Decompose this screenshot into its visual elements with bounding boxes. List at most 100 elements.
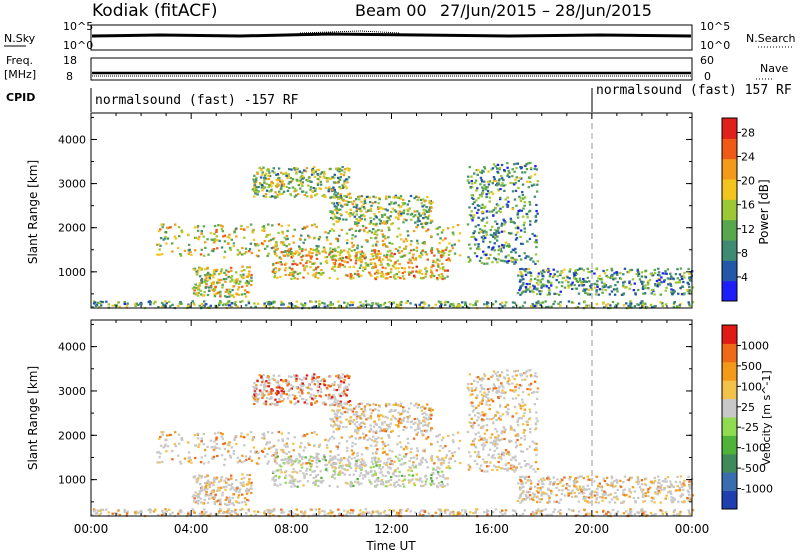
- velocity-data-cell: [333, 421, 335, 423]
- power-data-cell: [439, 276, 441, 278]
- power-data-cell: [447, 257, 449, 259]
- power-data-cell: [546, 285, 548, 287]
- velocity-data-cell: [412, 461, 414, 463]
- velocity-data-cell: [388, 466, 390, 468]
- velocity-data-cell: [511, 468, 513, 470]
- power-data-cell: [204, 247, 206, 249]
- velocity-data-cell: [402, 429, 404, 431]
- power-data-cell: [164, 300, 166, 302]
- velocity-data-cell: [365, 447, 367, 449]
- power-data-cell: [264, 240, 266, 242]
- velocity-data-cell: [355, 470, 357, 472]
- power-data-cell: [497, 253, 499, 255]
- power-data-cell: [689, 279, 691, 281]
- power-data-cell: [503, 244, 505, 246]
- velocity-data-cell: [395, 456, 397, 458]
- power-data-cell: [405, 302, 407, 304]
- power-data-cell: [358, 275, 360, 277]
- power-data-cell: [299, 272, 301, 274]
- velocity-data-cell: [371, 475, 373, 477]
- power-y-label: Slant Range [km]: [26, 160, 40, 264]
- power-data-cell: [202, 305, 204, 307]
- power-data-cell: [253, 302, 255, 304]
- power-data-cell: [273, 167, 275, 169]
- power-data-cell: [192, 287, 194, 289]
- power-data-cell: [126, 302, 128, 304]
- power-data-cell: [515, 227, 517, 229]
- velocity-data-cell: [329, 438, 331, 440]
- velocity-data-cell: [241, 501, 243, 503]
- velocity-data-cell: [480, 384, 482, 386]
- power-data-cell: [471, 210, 473, 212]
- velocity-data-cell: [471, 427, 473, 429]
- power-data-cell: [280, 172, 282, 174]
- velocity-data-cell: [322, 458, 324, 460]
- velocity-data-cell: [184, 457, 186, 459]
- velocity-data-cell: [417, 406, 419, 408]
- power-data-cell: [604, 289, 606, 291]
- power-data-cell: [346, 275, 348, 277]
- velocity-data-cell: [342, 394, 344, 396]
- power-data-cell: [308, 176, 310, 178]
- power-data-cell: [314, 176, 316, 178]
- velocity-data-cell: [375, 472, 377, 474]
- velocity-data-cell: [369, 408, 371, 410]
- power-data-cell: [303, 267, 305, 269]
- power-data-cell: [520, 258, 522, 260]
- power-data-cell: [280, 258, 282, 260]
- power-data-cell: [347, 201, 349, 203]
- velocity-data-cell: [352, 452, 354, 454]
- velocity-data-cell: [524, 409, 526, 411]
- colorbar-tick-label: 8: [741, 247, 748, 260]
- velocity-data-cell: [390, 476, 392, 478]
- velocity-data-cell: [337, 459, 339, 461]
- power-data-cell: [645, 287, 647, 289]
- velocity-data-cell: [526, 448, 528, 450]
- power-data-cell: [679, 281, 681, 283]
- velocity-data-cell: [389, 426, 391, 428]
- velocity-data-cell: [305, 399, 307, 401]
- velocity-data-cell: [511, 382, 513, 384]
- power-data-cell: [241, 266, 243, 268]
- colorbar-swatch: [722, 179, 737, 200]
- power-data-cell: [578, 293, 580, 295]
- power-data-cell: [287, 173, 289, 175]
- power-data-cell: [339, 187, 341, 189]
- power-data-cell: [364, 202, 366, 204]
- power-data-cell: [362, 270, 364, 272]
- power-data-cell: [310, 248, 312, 250]
- velocity-data-cell: [535, 422, 537, 424]
- velocity-data-cell: [426, 461, 428, 463]
- power-data-cell: [278, 167, 280, 169]
- power-data-cell: [397, 267, 399, 269]
- power-data-cell: [303, 269, 305, 271]
- power-data-cell: [506, 206, 508, 208]
- power-data-cell: [473, 172, 475, 174]
- velocity-data-cell: [409, 415, 411, 417]
- velocity-data-cell: [344, 469, 346, 471]
- velocity-data-cell: [452, 455, 454, 457]
- power-data-cell: [518, 180, 520, 182]
- velocity-data-cell: [348, 456, 350, 458]
- power-data-cell: [334, 174, 336, 176]
- power-data-cell: [501, 164, 503, 166]
- y-tick-label: 1000: [58, 266, 86, 279]
- velocity-data-cell: [359, 417, 361, 419]
- power-data-cell: [523, 224, 525, 226]
- power-data-cell: [231, 294, 233, 296]
- velocity-data-cell: [535, 461, 537, 463]
- power-data-cell: [233, 296, 235, 298]
- power-data-cell: [216, 239, 218, 241]
- power-data-cell: [442, 275, 444, 277]
- power-data-cell: [407, 203, 409, 205]
- velocity-data-cell: [356, 455, 358, 457]
- power-data-cell: [571, 288, 573, 290]
- velocity-data-cell: [343, 457, 345, 459]
- velocity-data-cell: [495, 414, 497, 416]
- colorbar-swatch: [722, 260, 737, 281]
- power-data-cell: [274, 191, 276, 193]
- velocity-data-cell: [503, 397, 505, 399]
- velocity-data-cell: [351, 449, 353, 451]
- velocity-data-cell: [514, 386, 516, 388]
- power-data-cell: [312, 263, 314, 265]
